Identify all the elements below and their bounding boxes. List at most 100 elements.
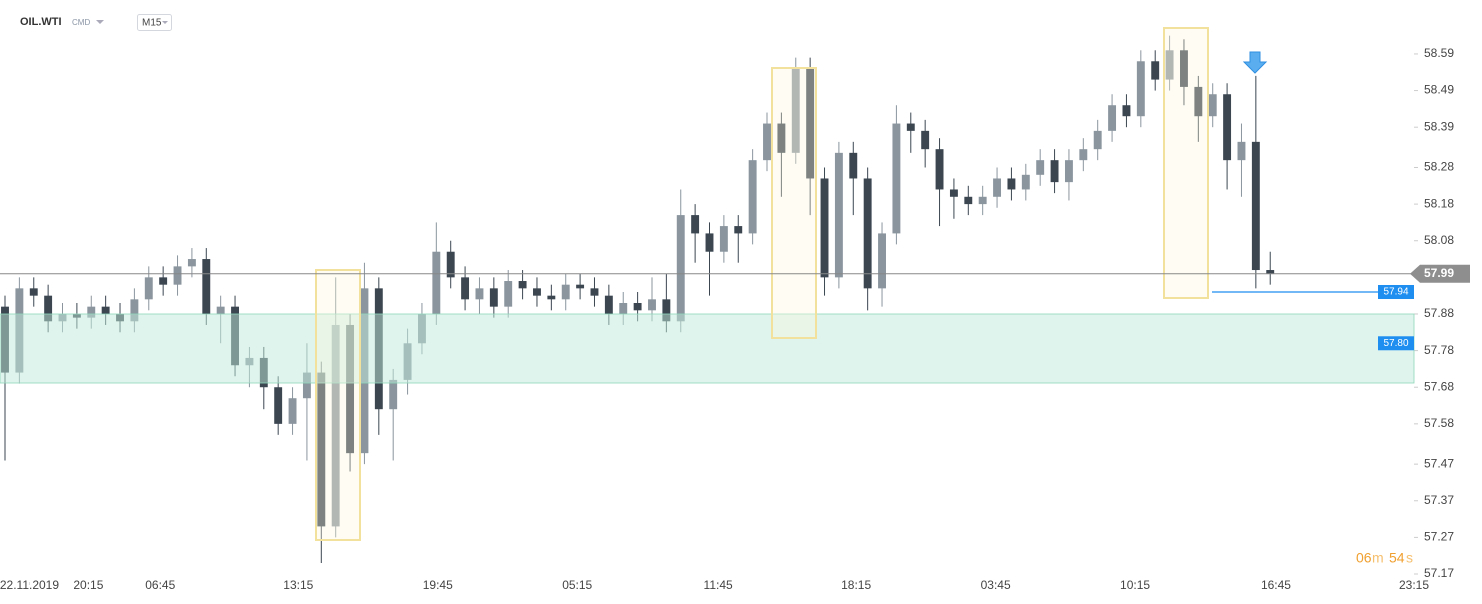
- candle-body: [791, 68, 800, 153]
- candle-body: [187, 259, 196, 267]
- candle-body: [993, 178, 1002, 197]
- candle-body: [1237, 141, 1246, 161]
- x-tick-label: 18:15: [841, 578, 871, 592]
- candle-body: [1251, 141, 1260, 271]
- candle-body: [978, 196, 987, 205]
- x-tick-label: 16:45: [1261, 578, 1291, 592]
- candle-body: [547, 295, 556, 300]
- candle-body: [432, 251, 441, 314]
- candle-body: [1050, 160, 1059, 183]
- candle-body: [346, 324, 355, 454]
- candle-body: [489, 288, 498, 307]
- candle-body: [461, 277, 470, 300]
- countdown-minutes: 06: [1356, 550, 1372, 566]
- candle-body: [590, 288, 599, 296]
- candle-body: [892, 123, 901, 234]
- candle-body: [29, 288, 38, 296]
- interval-box[interactable]: [137, 14, 172, 31]
- candle-body: [935, 149, 944, 190]
- candle-body: [389, 379, 398, 410]
- candle-body: [130, 299, 139, 322]
- x-tick-label: 22.11.2019: [0, 578, 59, 592]
- candle-body: [1151, 61, 1160, 80]
- candle-body: [44, 295, 53, 322]
- y-tick-label: 58.08: [1424, 233, 1454, 247]
- level-label: 57.94: [1383, 287, 1408, 298]
- candle-body: [1036, 160, 1045, 175]
- y-tick-label: 57.58: [1424, 416, 1454, 430]
- x-tick-label: 20:15: [73, 578, 103, 592]
- level-label: 57.80: [1383, 338, 1408, 349]
- y-tick-label: 57.47: [1424, 456, 1454, 470]
- candle-body: [1165, 50, 1174, 80]
- y-tick-label: 57.37: [1424, 493, 1454, 507]
- candle-body: [878, 233, 886, 289]
- sell-arrow: [1242, 51, 1268, 74]
- candle-body: [475, 288, 484, 300]
- candle-body: [734, 226, 743, 234]
- interval-arrow: [162, 21, 168, 24]
- candle-body: [619, 302, 628, 314]
- y-tick-label: 58.18: [1424, 196, 1454, 210]
- highlight-box: [1163, 27, 1209, 299]
- y-tick-label: 57.17: [1424, 566, 1454, 580]
- candle-body: [1093, 130, 1102, 150]
- countdown-unit: s: [1406, 550, 1413, 566]
- y-tick-label: 58.39: [1424, 119, 1454, 133]
- candle-body: [705, 233, 714, 252]
- candle-body: [1122, 105, 1131, 117]
- candle-body: [202, 259, 211, 314]
- x-tick-label: 03:45: [981, 578, 1011, 592]
- candle-body: [216, 306, 225, 314]
- symbol[interactable]: OIL.WTI: [20, 16, 62, 28]
- candle-body: [719, 226, 728, 252]
- candle-body: [1007, 178, 1016, 190]
- candle-body: [691, 215, 700, 234]
- y-tick-label: 57.88: [1424, 306, 1454, 320]
- countdown-seconds: 54: [1389, 550, 1405, 566]
- candle-body: [173, 266, 182, 285]
- candle-body: [561, 284, 570, 300]
- candle-body: [576, 284, 585, 289]
- overlay: 57.99 57.94 57.80: [0, 264, 1470, 351]
- current-price-label: 57.99: [1424, 266, 1454, 280]
- level-tag: [1378, 285, 1414, 300]
- x-tick-label: 23:15: [1399, 578, 1429, 592]
- y-tick-label: 58.59: [1424, 46, 1454, 60]
- candle-body: [921, 130, 930, 150]
- candle-body: [101, 306, 110, 314]
- y-tick-label: 58.49: [1424, 83, 1454, 97]
- candle-body: [1064, 160, 1073, 183]
- interval[interactable]: M15: [142, 18, 162, 29]
- candle-body: [159, 277, 168, 285]
- candle-body: [1136, 61, 1145, 117]
- y-tick-label: 57.68: [1424, 379, 1454, 393]
- candle-body: [1194, 86, 1203, 117]
- candle-body: [446, 251, 455, 278]
- support-zone: [0, 313, 1415, 384]
- candle-body: [604, 295, 613, 314]
- ticks: 58.59 58.49 58.39 58.28 58.18 58.08 57.88 57.78…: [0, 46, 1454, 592]
- current-price-tag: [1410, 264, 1470, 283]
- countdown-unit: m: [1372, 550, 1384, 566]
- candle-body: [777, 123, 786, 153]
- candle-body: [834, 152, 843, 278]
- candle-body: [863, 178, 872, 289]
- market: CMD: [72, 18, 90, 27]
- highlight-box: [315, 269, 361, 541]
- candle-body: [676, 215, 685, 322]
- level-tag: [1378, 336, 1414, 351]
- highlight-box: [771, 67, 817, 339]
- candle-body: [820, 178, 829, 278]
- candle-body: [949, 189, 958, 197]
- dropdown-arrow[interactable]: [96, 20, 104, 24]
- candle-body: [1223, 94, 1232, 161]
- candle-body: [806, 68, 815, 179]
- candle-body: [1266, 270, 1275, 274]
- candle-body: [144, 277, 153, 300]
- x-tick-label: 19:45: [423, 578, 453, 592]
- candle-body: [87, 306, 96, 318]
- candle-body: [1079, 149, 1088, 161]
- x-tick-label: 10:15: [1120, 578, 1150, 592]
